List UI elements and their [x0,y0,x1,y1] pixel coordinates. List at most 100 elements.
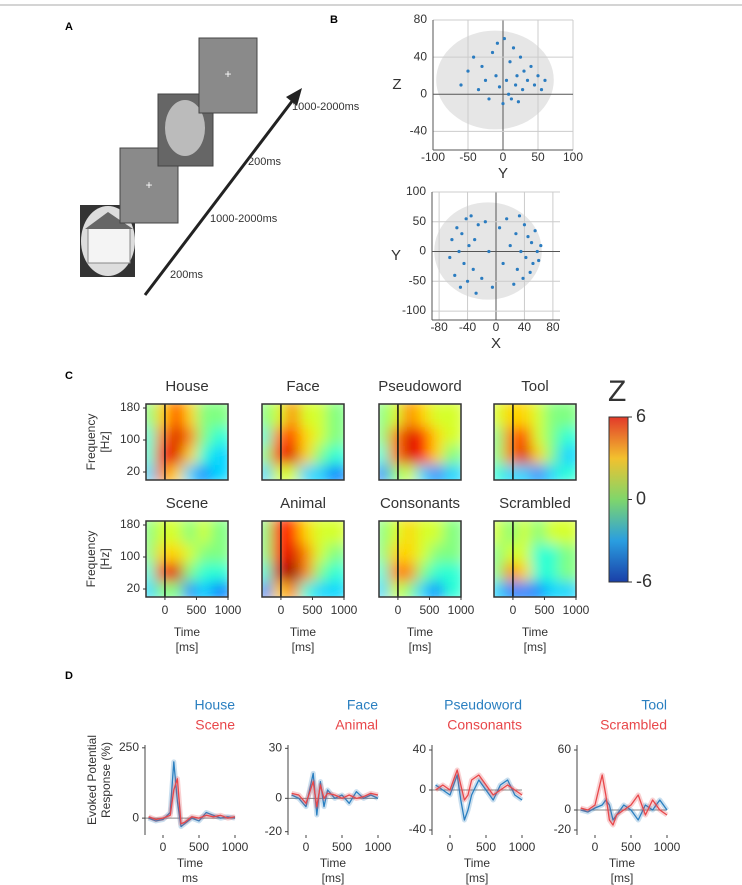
electrode [501,101,505,106]
frame [145,403,229,481]
heatmap-cell [558,521,576,544]
fixation-screen [198,37,258,114]
heatmap-cells [146,404,228,480]
electrode [471,267,475,271]
x-axis-label: [ms] [611,871,634,885]
x-tick-label: 0 [592,840,599,854]
heatmap-cells [494,521,576,597]
electrode [476,88,481,92]
electrode [483,220,487,224]
heatmap-title: Animal [280,495,326,512]
electrode [502,36,506,41]
y-axis-label: Z [392,76,401,93]
x-tick-label: 1000 [215,603,242,617]
colorbar-tick-label: -6 [636,571,652,591]
electrode [539,88,544,92]
frame [378,403,462,481]
x-axis-label: Y [498,165,508,182]
colorbar [608,416,629,583]
error-band [291,779,379,810]
x-axis-label: [ms] [322,871,345,885]
x-tick-label: 80 [546,320,560,334]
x-tick-label: 500 [302,603,322,617]
x-tick-label: -50 [459,150,477,164]
x-tick-label: 1000 [509,840,536,854]
y-axis-label: Frequency [84,414,98,471]
y-tick-label: 20 [127,581,141,595]
y-tick-label: 80 [414,12,428,26]
x-tick-label: 500 [189,840,209,854]
heatmap-blur [262,404,344,480]
electrode [469,214,473,218]
frame [493,403,577,481]
heatmap-title: Scrambled [499,495,571,512]
electrode [537,258,541,263]
y-tick-label: 0 [419,244,426,258]
x-axis-label: [ms] [176,640,199,654]
heatmap-blur [494,521,576,597]
series-line [291,781,379,808]
x-tick-label: 1000 [654,840,681,854]
electrode [521,276,525,280]
heatmap-cell [443,404,461,427]
heatmap-cells [262,404,344,480]
legend-entry: Animal [335,717,378,733]
y-axis-label: [Hz] [98,431,112,452]
x-axis-label: Time [522,625,549,639]
brain-outline [436,30,554,130]
electrode [464,217,468,221]
y-tick-label: 40 [413,742,427,756]
electrode [515,74,519,78]
x-tick-label: 40 [518,320,532,334]
heatmap-blur [262,521,344,597]
legend-entry: Pseudoword [444,697,522,713]
electrode [460,232,464,236]
y-tick-label: 100 [120,549,140,563]
panel-label: A [65,21,73,33]
y-tick-label: 180 [120,400,140,414]
electrode [509,97,513,101]
x-tick-label: 0 [500,150,507,164]
electrode [512,282,516,286]
electrode [524,255,528,260]
legend-entry: Face [347,697,378,713]
heatmap-cell [443,521,461,544]
house-image [85,212,133,229]
electrode [518,55,523,59]
heatmap-blur [146,404,228,480]
x-axis-label: ms [182,871,198,885]
legend-entry: Consonants [447,717,522,733]
x-tick-label: 50 [531,150,545,164]
heatmap-cell [210,404,228,427]
error-band [579,772,669,828]
heatmap-cells [262,521,344,597]
series-line [435,774,523,821]
heatmap-title: Consonants [380,495,460,512]
electrode [511,46,516,50]
heatmap-blur [146,521,228,597]
x-tick-label: 0 [447,840,454,854]
y-tick-label: 100 [120,432,140,446]
x-axis-label: Time [609,856,636,870]
electrode [508,60,512,64]
electrode [490,50,495,55]
x-tick-label: 1000 [331,603,358,617]
electrode [476,223,480,227]
stimulus-sequence: + + 200ms 1000-2000ms 200ms 1000-2000ms [80,37,360,296]
x-axis-label: Time [320,856,347,870]
x-axis-label: Time [407,625,434,639]
electrode [480,64,484,69]
heatmap-blur [379,404,461,480]
electrode [522,223,527,227]
electrode [450,238,454,242]
x-axis-label: X [491,335,501,352]
heatmap-title: Pseudoword [378,378,461,395]
y-axis-label: [Hz] [98,548,112,569]
electrode [495,41,499,45]
electrode [539,243,543,248]
electrode [472,55,476,59]
y-tick-label: 20 [127,464,141,478]
electrode [448,255,452,260]
electrode [487,97,491,101]
